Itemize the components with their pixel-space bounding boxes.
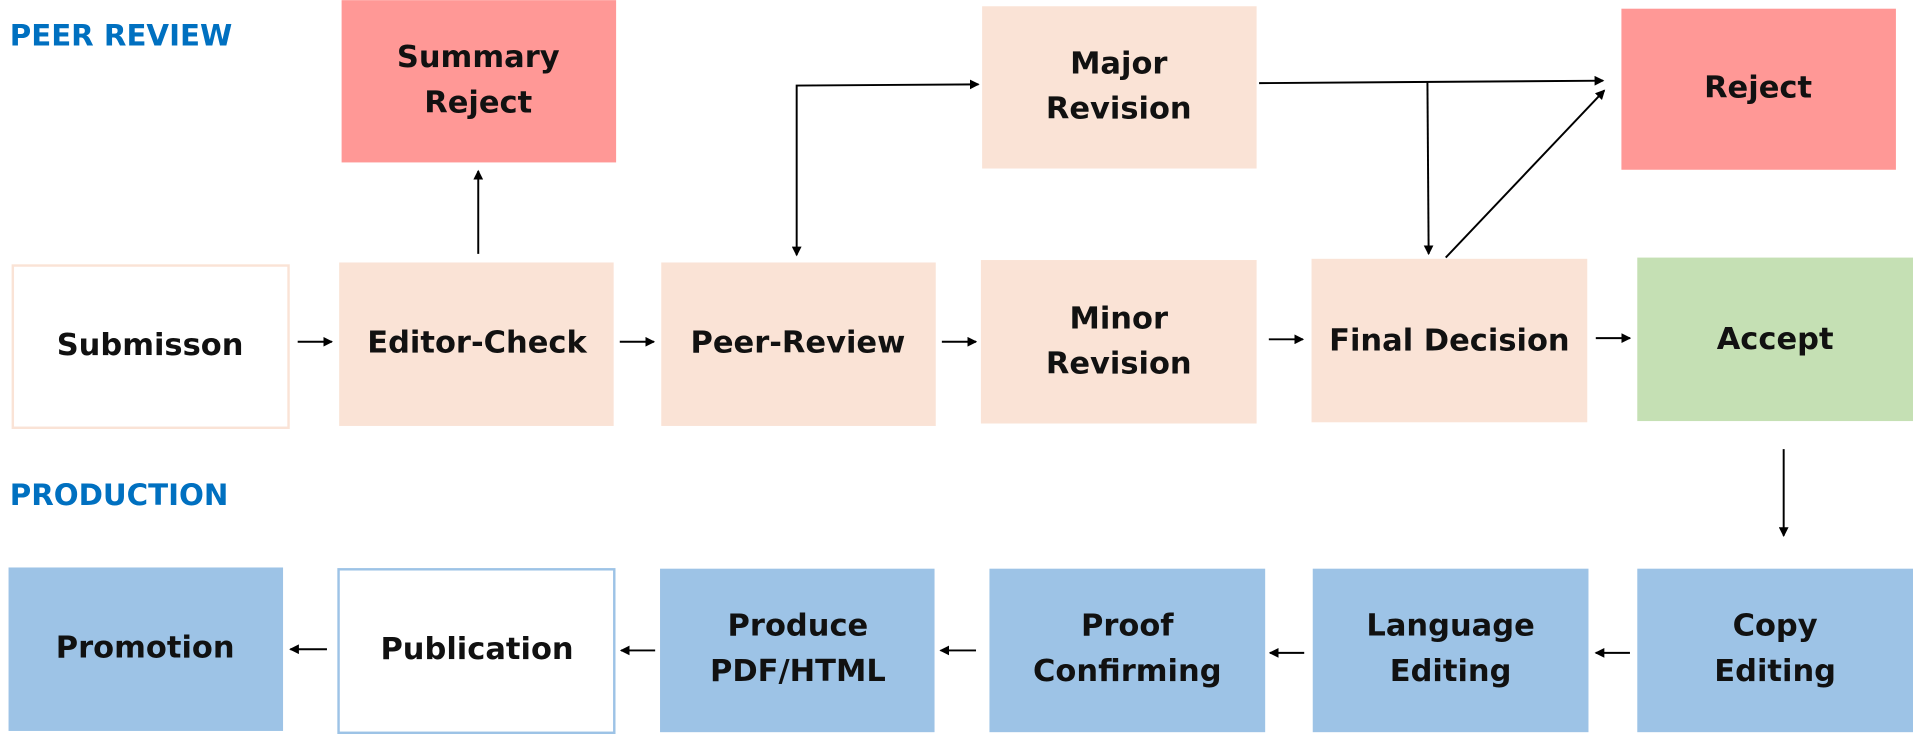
node-minor-revision-label-1: Minor [1070, 301, 1169, 336]
node-publication-label: Publication [380, 632, 573, 667]
node-final-decision-label: Final Decision [1329, 323, 1569, 358]
node-submission [11, 264, 290, 430]
node-major-revision-label-2: Revision [1046, 91, 1192, 126]
node-summary-reject-label-1: Summary [397, 40, 560, 75]
node-publication [337, 568, 616, 735]
arrow-final-decision-to-reject [1445, 89, 1606, 259]
node-promotion [8, 567, 284, 731]
arrow-major-revision-to-reject [1259, 75, 1605, 86]
node-promotion-label: Promotion [56, 631, 235, 666]
arrow-major-revision-to-final-decision [1423, 81, 1434, 256]
node-accept [1637, 257, 1913, 422]
node-copy-label-2: Editing [1714, 654, 1836, 689]
node-minor-revision [980, 260, 1257, 424]
node-copy-label-1: Copy [1733, 609, 1818, 644]
node-proof-label-2: Confirming [1033, 654, 1221, 689]
node-editor-check [339, 262, 614, 426]
node-summary-reject [341, 0, 617, 163]
node-major-revision [982, 6, 1257, 169]
node-submission-label: Submisson [57, 328, 244, 363]
node-reject [1621, 8, 1896, 170]
node-accept-label: Accept [1717, 322, 1834, 357]
node-summary-reject-label-2: Reject [424, 85, 532, 120]
arrow-peer-review-to-major-revision [795, 79, 980, 171]
node-proof [989, 568, 1266, 733]
node-language-label-1: Language [1366, 609, 1534, 644]
node-language-label-2: Editing [1390, 654, 1512, 689]
node-editor-check-label: Editor-Check [367, 326, 587, 361]
node-final-decision [1311, 258, 1588, 423]
node-produce-label-2: PDF/HTML [710, 654, 886, 689]
node-language [1312, 568, 1589, 733]
node-peer-review-label: Peer-Review [690, 326, 905, 361]
node-produce-label-1: Produce [728, 609, 869, 644]
node-reject-label: Reject [1704, 71, 1812, 106]
node-proof-label-1: Proof [1081, 609, 1174, 644]
node-minor-revision-label-2: Revision [1046, 346, 1192, 381]
node-produce [660, 568, 935, 733]
section-label-production: PRODUCTION [10, 478, 229, 512]
node-major-revision-label-1: Major [1070, 46, 1167, 81]
node-peer-review [661, 262, 936, 426]
section-label-peer-review: PEER REVIEW [10, 18, 233, 52]
node-copy [1637, 568, 1913, 733]
